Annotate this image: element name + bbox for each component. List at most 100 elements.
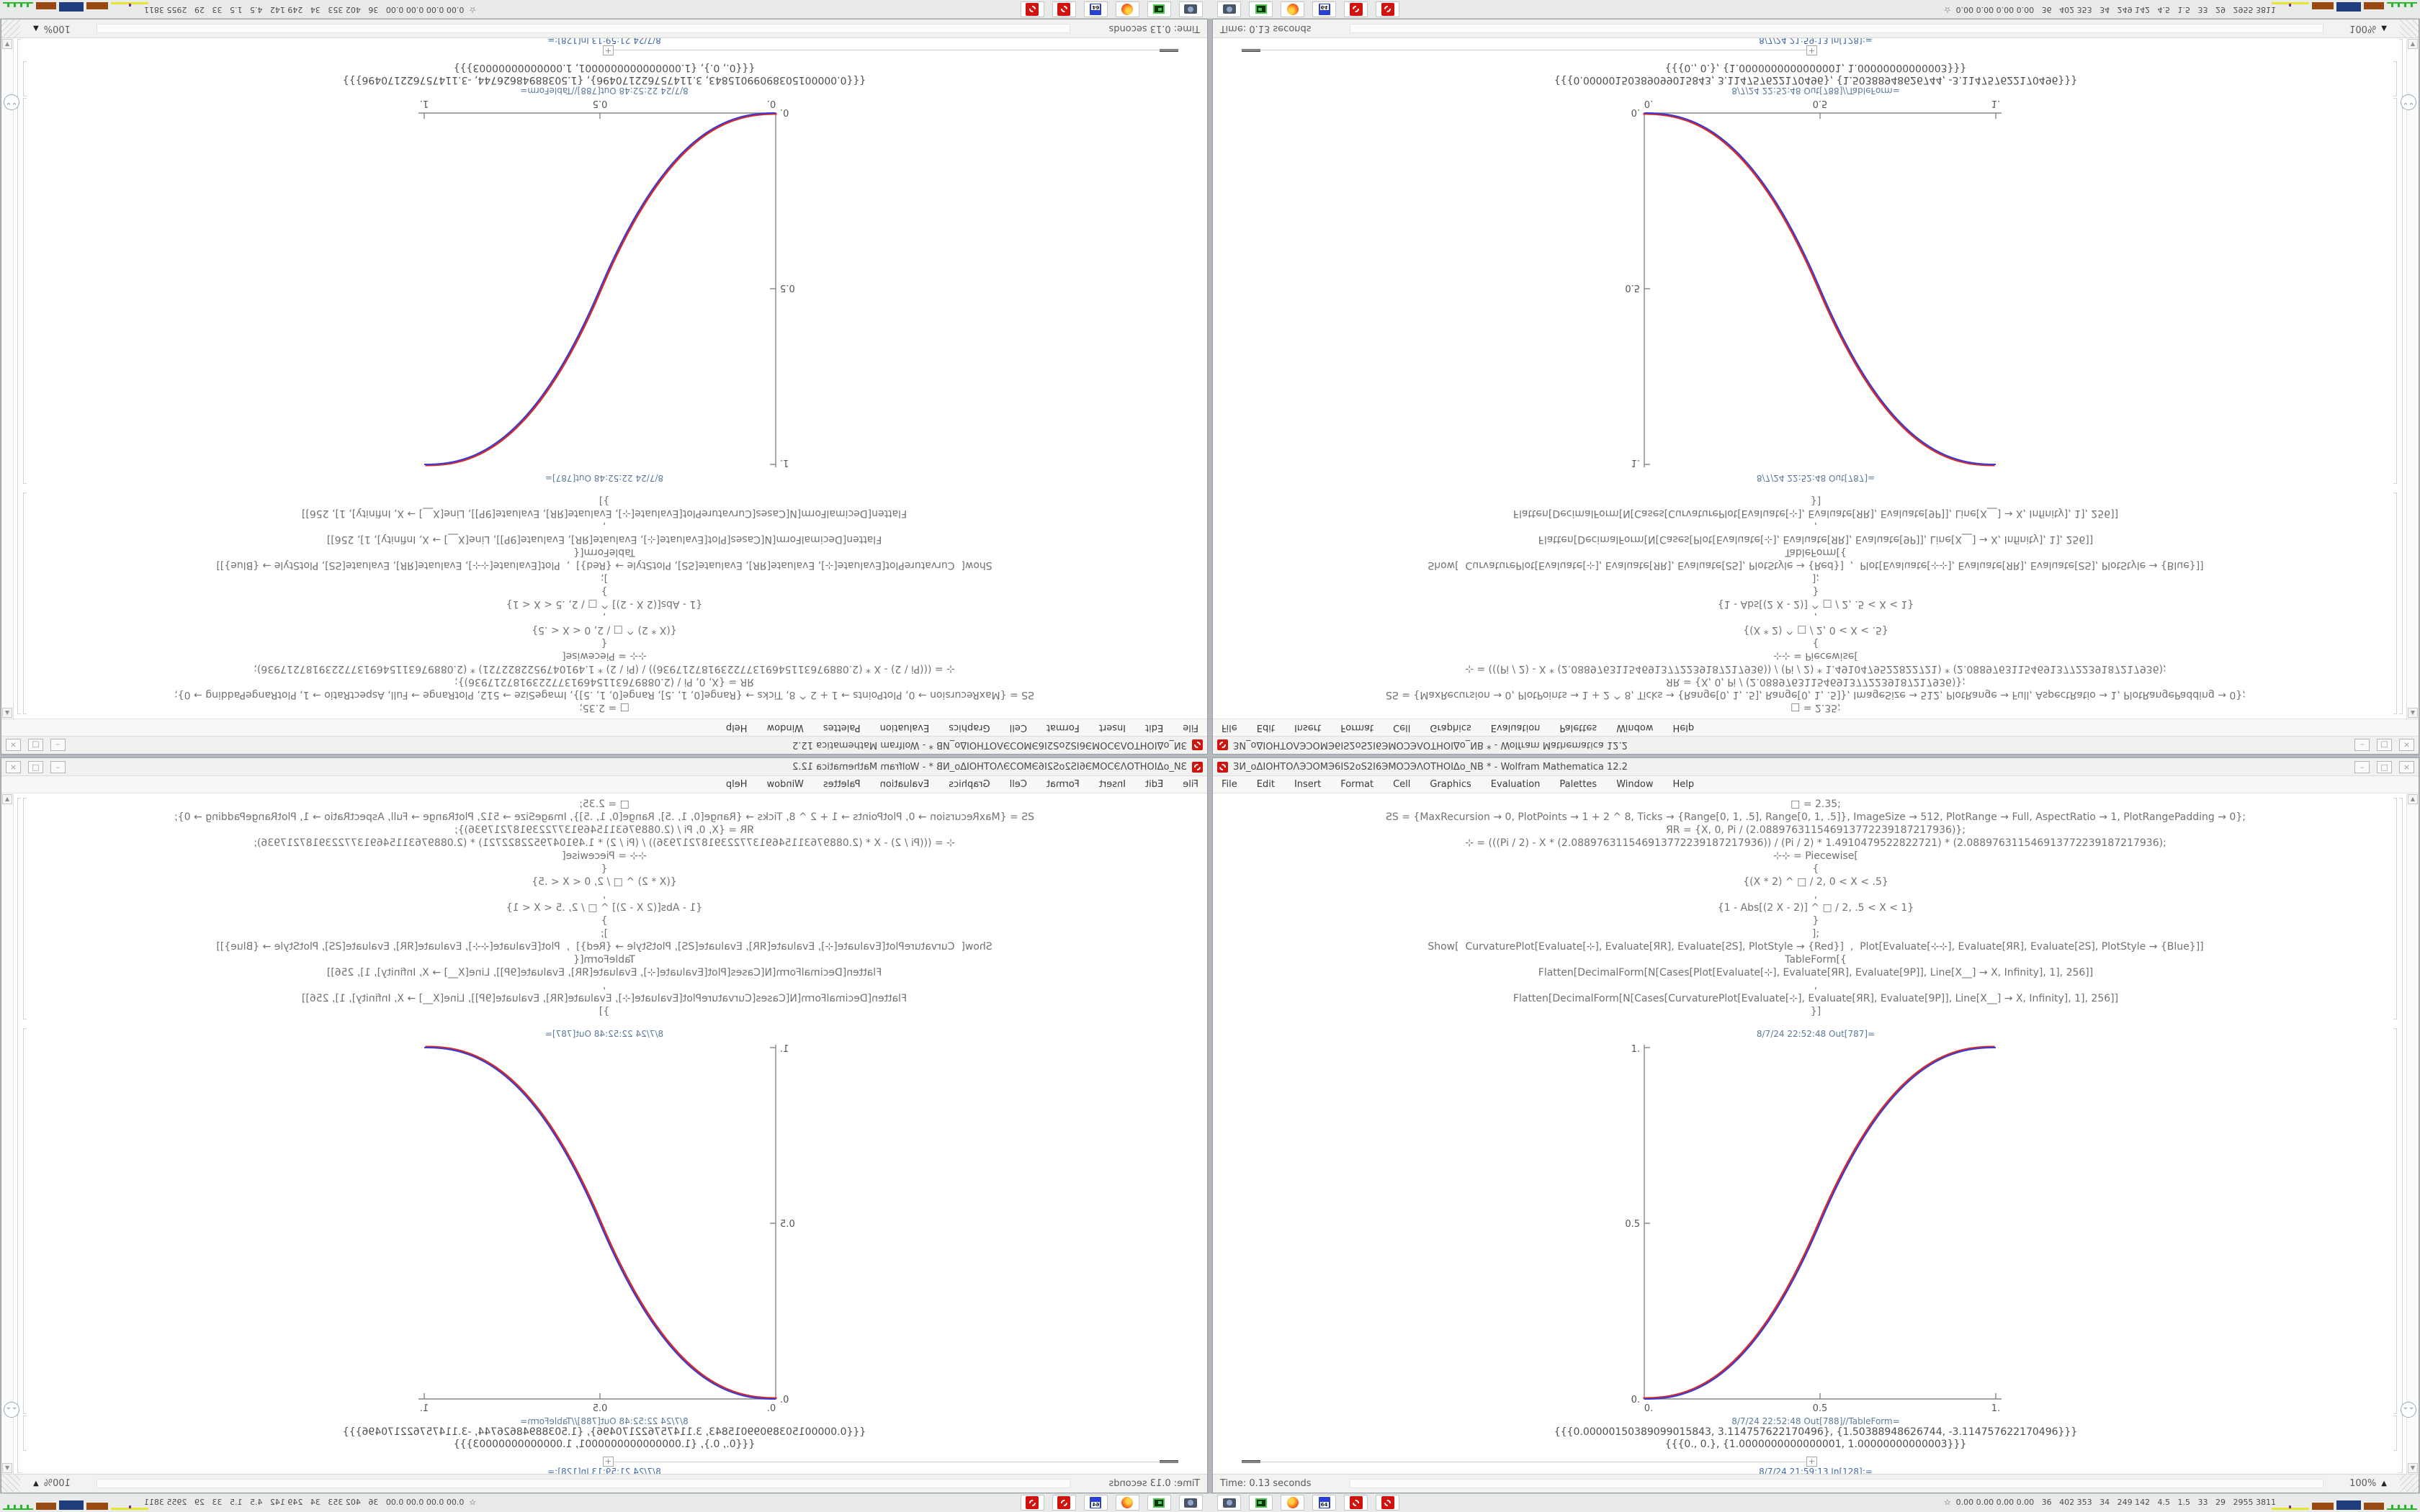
menu-window[interactable]: Window [766, 779, 804, 790]
close-button[interactable]: × [6, 739, 21, 752]
menu-file[interactable]: File [1183, 779, 1198, 790]
minimize-button[interactable]: – [2354, 760, 2370, 773]
floppy64-icon[interactable]: 64 [1312, 1495, 1336, 1511]
suggestions-chevron-icon[interactable]: ⌄⌄ [4, 1402, 19, 1418]
floppy64-icon[interactable]: 64 [1084, 1, 1108, 17]
cell-bracket[interactable] [2393, 492, 2397, 714]
cell-bracket[interactable] [2393, 1416, 2397, 1451]
menu-format[interactable]: Format [1340, 722, 1374, 733]
monitor-icon[interactable] [1249, 1495, 1273, 1511]
menu-graphics[interactable]: Graphics [949, 779, 990, 790]
gear-icon[interactable] [1344, 1, 1368, 17]
suggestions-chevron-icon[interactable]: ⌄⌄ [4, 94, 19, 110]
insert-cell-plus-icon[interactable]: + [1806, 45, 1817, 55]
menu-cell[interactable]: Cell [1393, 722, 1411, 733]
cell-bracket[interactable] [2393, 798, 2397, 1020]
title-bar[interactable]: ЗИ_оΔIOHTOΛЭƆOMЭ6IS2оS2I6ЭMOƆЭΛOTHOIΔо_N… [1, 758, 1207, 776]
scroll-up-icon[interactable]: ▲ [2, 708, 12, 718]
menu-evaluation[interactable]: Evaluation [879, 722, 930, 733]
menu-evaluation[interactable]: Evaluation [879, 779, 930, 790]
menu-format[interactable]: Format [1340, 779, 1374, 790]
scroll-down-icon[interactable]: ▼ [2408, 39, 2418, 49]
gear-icon[interactable] [1344, 1495, 1368, 1511]
close-button[interactable]: × [6, 760, 21, 773]
horizontal-scrollbar[interactable] [1350, 1479, 2323, 1488]
cell-bracket[interactable] [23, 1028, 27, 1414]
magnification-popup-icon[interactable]: ▲ [33, 24, 39, 32]
menu-evaluation[interactable]: Evaluation [1490, 722, 1541, 733]
menu-cell[interactable]: Cell [1009, 779, 1027, 790]
maximize-button[interactable]: □ [28, 739, 43, 752]
menu-palettes[interactable]: Palettes [1559, 722, 1597, 733]
monitor-icon[interactable] [1249, 1, 1273, 17]
cell-bracket[interactable] [23, 98, 27, 484]
cell-insertion-bar[interactable]: + [1, 1457, 1207, 1467]
maximize-button[interactable]: □ [28, 760, 43, 773]
cell-bracket[interactable] [23, 61, 27, 96]
cell-bracket[interactable] [2393, 1028, 2397, 1414]
menu-graphics[interactable]: Graphics [1430, 779, 1471, 790]
input-cell-code[interactable]: □ = 2.35; ƧS = {MaxRecursion → 0, PlotPo… [1386, 495, 2246, 714]
menu-format[interactable]: Format [1046, 722, 1080, 733]
input-cell-code[interactable]: □ = 2.35; ƧS = {MaxRecursion → 0, PlotPo… [174, 495, 1034, 714]
menu-edit[interactable]: Edit [1256, 779, 1275, 790]
minimize-button[interactable]: – [50, 739, 66, 752]
close-button[interactable]: × [2399, 760, 2414, 773]
magnification-value[interactable]: 100% [2349, 1478, 2377, 1489]
cell-bracket[interactable] [23, 492, 27, 714]
menu-edit[interactable]: Edit [1145, 779, 1164, 790]
gear-icon[interactable] [1376, 1, 1399, 17]
resize-grip[interactable] [2400, 1475, 2419, 1493]
menu-help[interactable]: Help [1672, 779, 1695, 790]
suggestions-chevron-icon[interactable]: ⌄⌄ [2401, 1402, 2416, 1418]
cell-insertion-bar[interactable]: + [1213, 1457, 2419, 1467]
menu-palettes[interactable]: Palettes [1559, 779, 1597, 790]
menu-cell[interactable]: Cell [1009, 722, 1027, 733]
scroll-up-icon[interactable]: ▲ [2, 794, 12, 804]
vertical-scrollbar[interactable]: ▲ ▼ [1, 38, 14, 719]
suggestions-chevron-icon[interactable]: ⌄⌄ [2401, 94, 2416, 110]
magnification-popup-icon[interactable]: ▲ [2381, 1480, 2387, 1488]
magnification-value[interactable]: 100% [43, 1478, 71, 1489]
vertical-scrollbar[interactable]: ▲ ▼ [2406, 793, 2419, 1474]
menu-file[interactable]: File [1222, 779, 1237, 790]
menu-file[interactable]: File [1183, 722, 1198, 733]
horizontal-scrollbar[interactable] [97, 24, 1070, 33]
resize-grip[interactable] [2400, 19, 2419, 37]
menu-graphics[interactable]: Graphics [949, 722, 990, 733]
firefox-icon[interactable] [1116, 1495, 1139, 1511]
cell-bracket[interactable] [23, 1416, 27, 1451]
input-cell-code[interactable]: □ = 2.35; ƧS = {MaxRecursion → 0, PlotPo… [174, 798, 1034, 1017]
cell-insertion-bar[interactable]: + [1213, 45, 2419, 55]
cell-bracket[interactable] [23, 798, 27, 1020]
cell-group-bracket[interactable] [17, 798, 21, 1473]
floppy64-icon[interactable]: 64 [1312, 1, 1336, 17]
firefox-icon[interactable] [1116, 1, 1139, 17]
menu-edit[interactable]: Edit [1145, 722, 1164, 733]
cell-group-bracket[interactable] [2399, 798, 2403, 1473]
cell-bracket[interactable] [2393, 98, 2397, 484]
menu-file[interactable]: File [1222, 722, 1237, 733]
gear-icon[interactable] [1021, 1495, 1044, 1511]
firefox-icon[interactable] [1281, 1, 1304, 17]
insert-cell-plus-icon[interactable]: + [603, 45, 614, 55]
camera-icon[interactable] [1179, 1, 1203, 17]
resize-grip[interactable] [1, 1475, 20, 1493]
resize-grip[interactable] [1, 19, 20, 37]
menu-insert[interactable]: Insert [1294, 779, 1322, 790]
vertical-scrollbar[interactable]: ▲ ▼ [2406, 38, 2419, 719]
magnification-popup-icon[interactable]: ▲ [2381, 24, 2387, 32]
menu-window[interactable]: Window [766, 722, 804, 733]
cell-group-bracket[interactable] [2399, 39, 2403, 714]
menu-insert[interactable]: Insert [1294, 722, 1322, 733]
title-bar[interactable]: ЗИ_оΔIOHTOΛЭƆOMЭ6IS2оS2I6ЭMOƆЭΛOTHOIΔо_N… [1, 736, 1207, 754]
menu-evaluation[interactable]: Evaluation [1490, 779, 1541, 790]
maximize-button[interactable]: □ [2377, 739, 2392, 752]
vertical-scrollbar[interactable]: ▲ ▼ [1, 793, 14, 1474]
gear-icon[interactable] [1052, 1, 1076, 17]
magnification-value[interactable]: 100% [43, 23, 71, 34]
title-bar[interactable]: ЗИ_оΔIOHTOΛЭƆOMЭ6IS2оS2I6ЭMOƆЭΛOTHOIΔо_N… [1213, 758, 2419, 776]
menu-insert[interactable]: Insert [1098, 779, 1126, 790]
minimize-button[interactable]: – [2354, 739, 2370, 752]
menu-palettes[interactable]: Palettes [823, 779, 861, 790]
